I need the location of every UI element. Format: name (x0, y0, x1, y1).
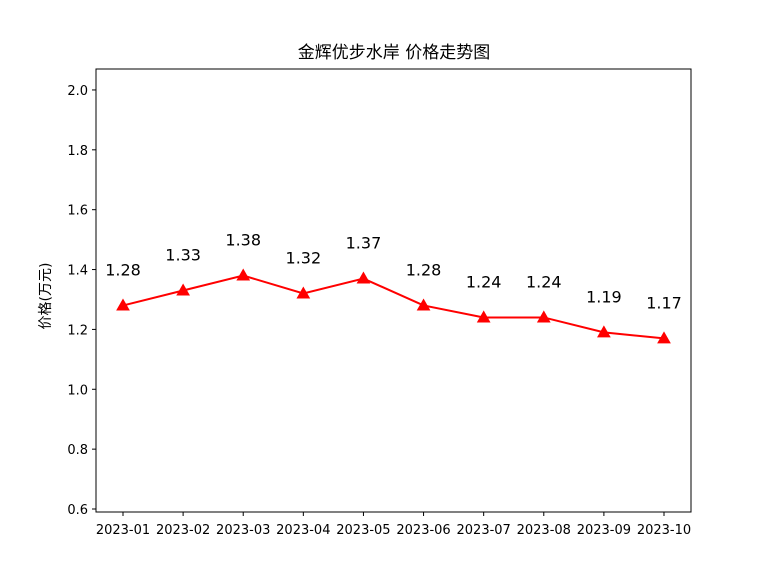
data-label: 1.37 (346, 234, 382, 253)
x-axis: 2023-01 2023-02 2023-03 2023-04 2023-05 2023-… (96, 512, 691, 538)
data-label: 1.28 (406, 260, 442, 279)
y-tick-label: 1.6 (67, 204, 88, 219)
data-point-marker (476, 310, 491, 323)
x-tick-label: 2023-09 (577, 523, 631, 538)
series-line (122, 274, 665, 340)
x-tick-label: 2023-07 (457, 523, 511, 538)
data-label: 1.33 (165, 246, 201, 265)
data-label: 1.24 (526, 272, 562, 291)
data-point-marker (236, 268, 251, 281)
series-markers (116, 268, 671, 344)
data-label: 1.28 (105, 260, 141, 279)
y-tick-label: 2.0 (67, 84, 88, 99)
x-tick-label: 2023-10 (637, 523, 691, 538)
data-point-marker (597, 325, 611, 338)
data-point-marker (657, 331, 671, 344)
data-label: 1.32 (286, 248, 322, 267)
data-label: 1.24 (466, 272, 502, 291)
data-label: 1.38 (225, 231, 261, 250)
y-tick-label: 1.8 (67, 144, 88, 159)
chart-title: 金辉优步水岸 价格走势图 (298, 43, 490, 63)
y-tick-label: 1.2 (67, 323, 88, 338)
x-tick-label: 2023-02 (156, 523, 210, 538)
x-tick-label: 2023-03 (216, 523, 270, 538)
data-point-marker (116, 298, 130, 311)
x-tick-label: 2023-06 (396, 523, 450, 538)
data-label: 1.17 (646, 293, 682, 312)
y-axis: 0.6 0.8 1.0 1.2 1.4 1.6 1.8 2.0 (67, 84, 96, 518)
plot-area-frame (95, 68, 692, 513)
y-axis-label: 价格(万元) (38, 263, 54, 330)
x-tick-label: 2023-08 (517, 523, 571, 538)
data-label: 1.19 (586, 287, 622, 306)
x-tick-label: 2023-01 (96, 523, 150, 538)
data-labels: 1.28 1.33 1.38 1.32 1.37 1.28 1.24 1.24 1.19 1.17 (105, 231, 682, 313)
data-point-marker (536, 310, 551, 323)
y-tick-label: 0.8 (67, 443, 88, 458)
data-point-marker (356, 271, 371, 284)
data-point-marker (296, 286, 311, 299)
y-tick-label: 0.6 (67, 503, 88, 518)
data-point-marker (176, 283, 190, 296)
x-tick-label: 2023-05 (336, 523, 390, 538)
x-tick-label: 2023-04 (276, 523, 330, 538)
y-tick-label: 1.0 (67, 383, 88, 398)
y-tick-label: 1.4 (67, 264, 88, 279)
data-point-marker (416, 298, 431, 311)
